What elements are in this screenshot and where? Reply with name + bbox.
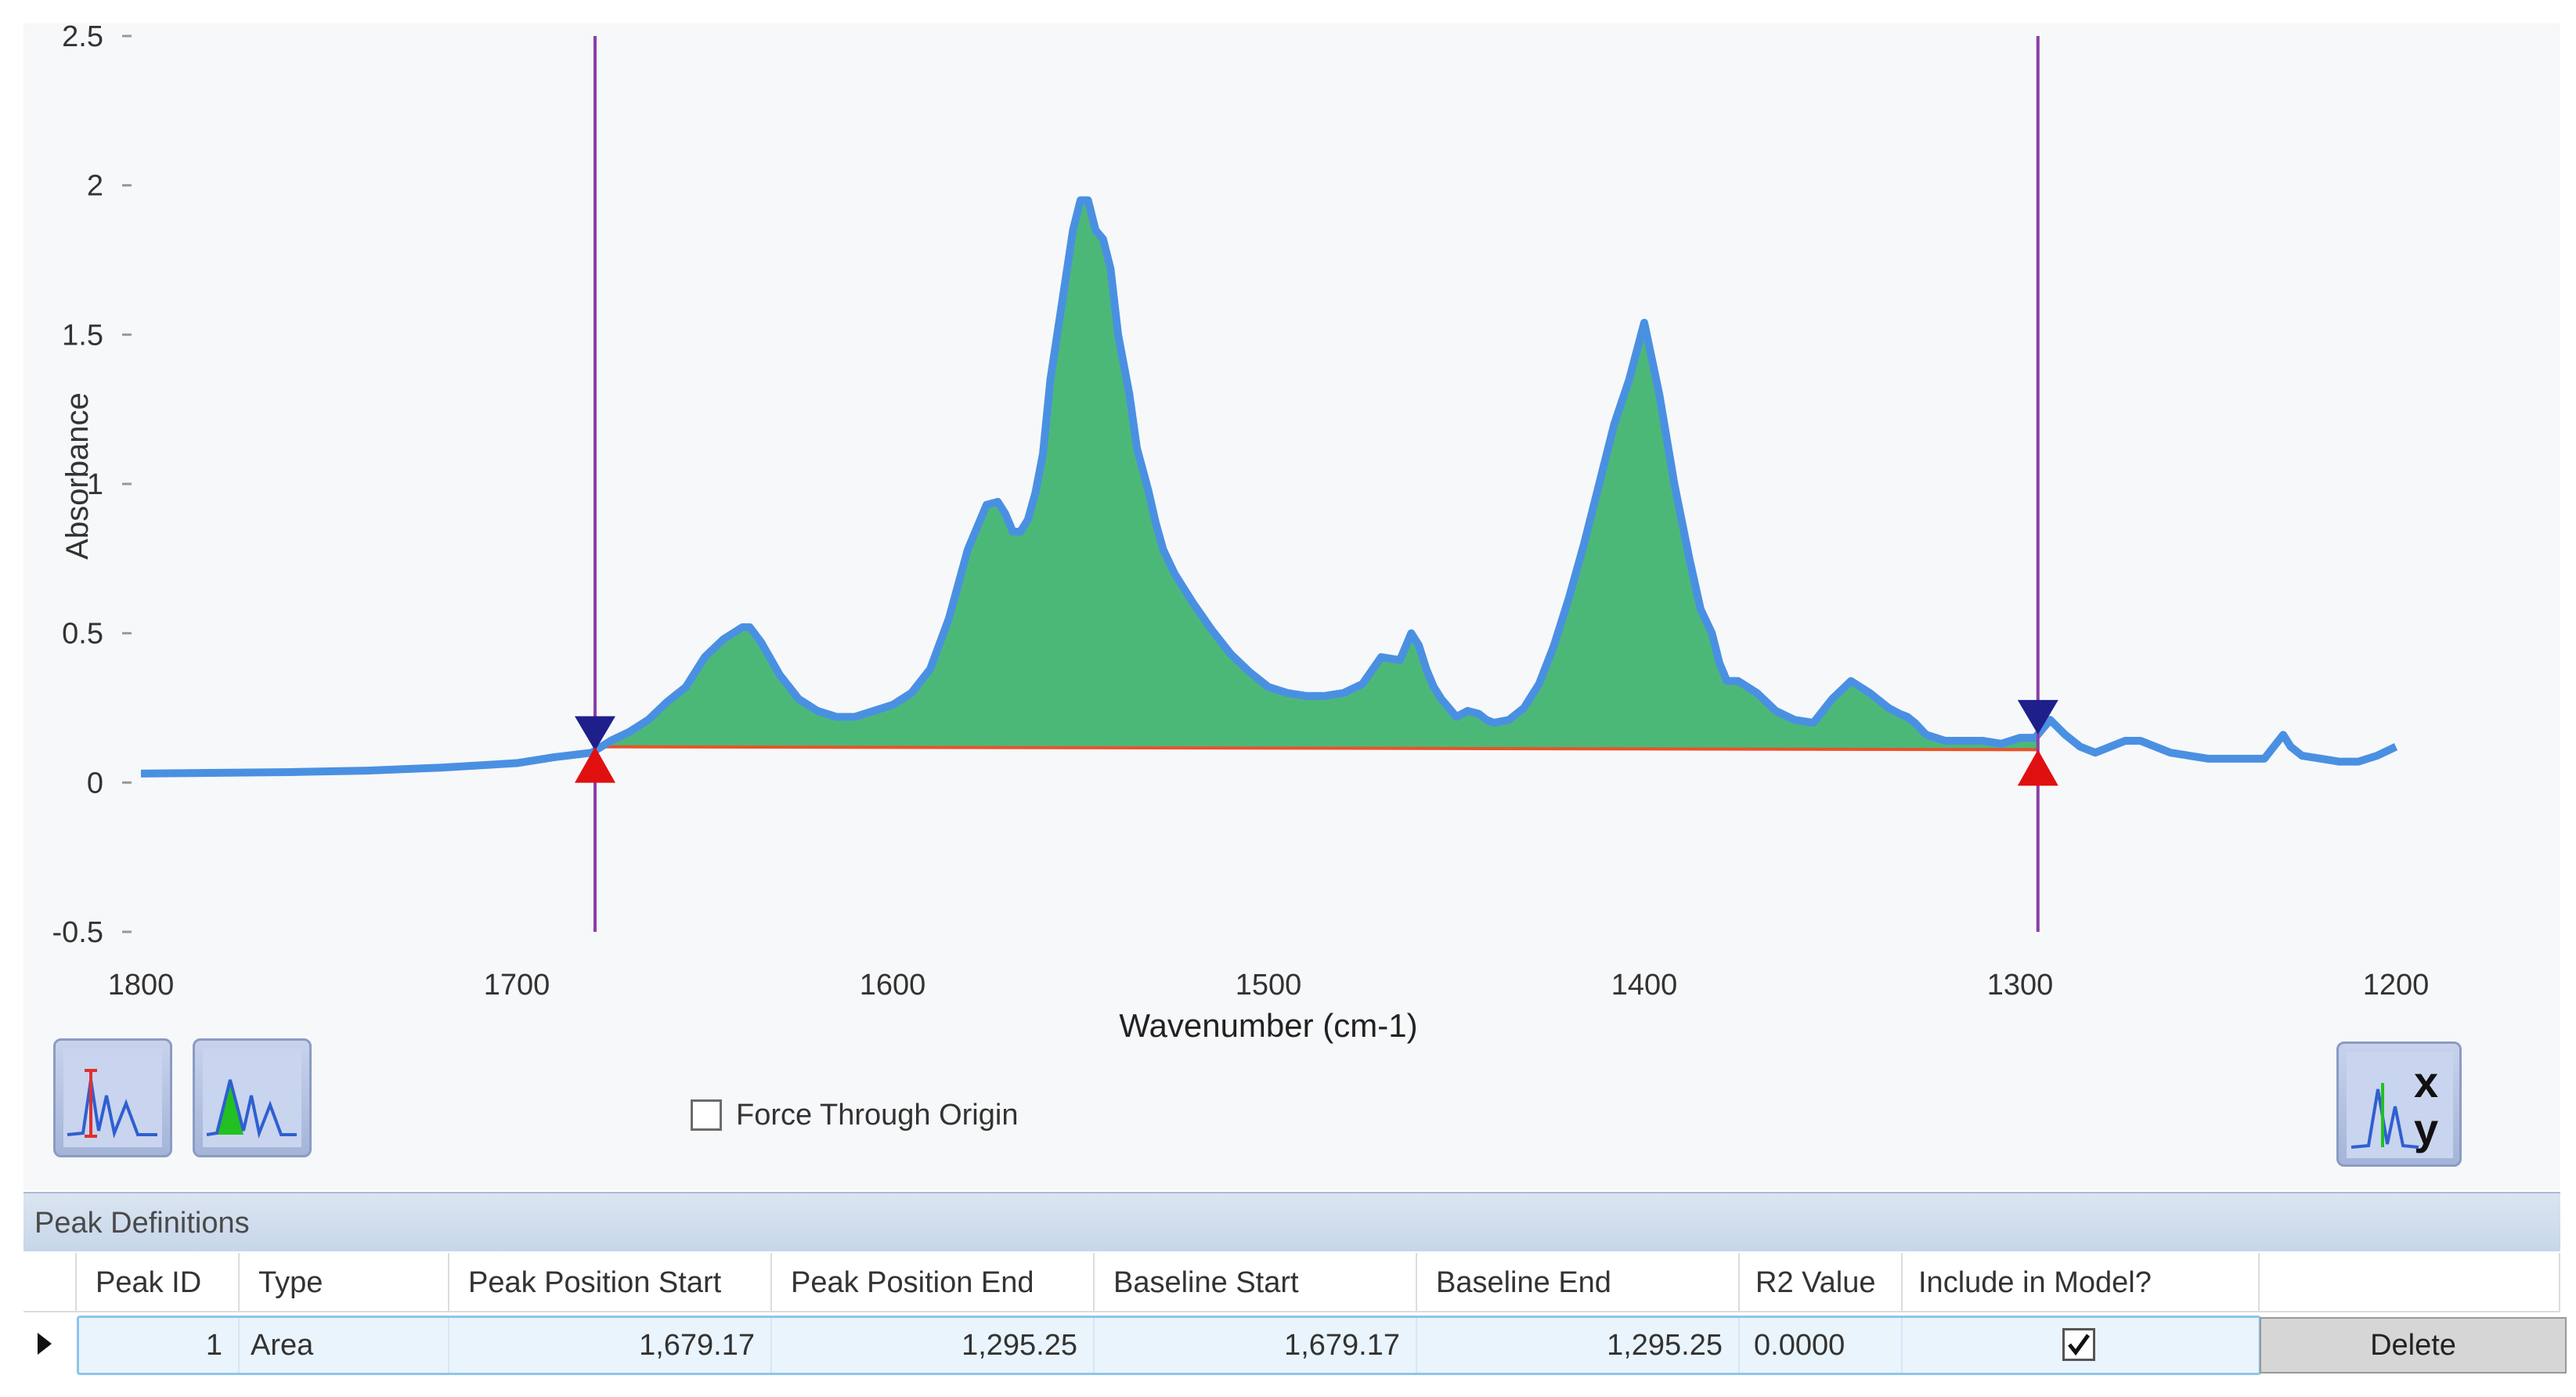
- peak-definitions-title: Peak Definitions: [23, 1192, 2560, 1251]
- y-tick-label: 0.5: [62, 618, 103, 651]
- column-header-r2-value[interactable]: R2 Value: [1740, 1253, 1903, 1312]
- cell-type[interactable]: Area: [240, 1317, 449, 1374]
- column-header-type[interactable]: Type: [240, 1253, 449, 1312]
- region-end-curve-marker[interactable]: [2017, 699, 2058, 735]
- x-tick-label: 1800: [108, 969, 175, 1002]
- cell-baseline-end[interactable]: 1,295.25: [1417, 1317, 1740, 1374]
- y-axis-label: Absorbance: [60, 392, 95, 559]
- column-header-peak-id[interactable]: Peak ID: [77, 1253, 240, 1312]
- checkmark-icon: [2068, 1334, 2091, 1356]
- spectrum-series-line: [140, 196, 2398, 778]
- y-tick-label: -0.5: [52, 916, 103, 949]
- current-row-indicator-icon: [38, 1333, 52, 1355]
- delete-button[interactable]: Delete: [2260, 1317, 2567, 1374]
- cell-peak-id[interactable]: 1: [77, 1317, 240, 1374]
- x-tick-label: 1700: [484, 969, 550, 1002]
- region-start-baseline-marker[interactable]: [574, 746, 615, 783]
- force-through-origin-checkbox[interactable]: Force Through Origin: [691, 1098, 1018, 1132]
- row-header-column: [23, 1253, 77, 1312]
- spectrum-chart[interactable]: 2.5 2 1.5 1 0.5 0 -0.5 Absorbance 1800 1700 1600 15…: [23, 23, 2560, 1190]
- cell-peak-position-start[interactable]: 1,679.17: [449, 1317, 772, 1374]
- column-header-baseline-start[interactable]: Baseline Start: [1095, 1253, 1417, 1312]
- peak-area-tool-button[interactable]: [193, 1038, 312, 1157]
- x-axis-label: Wavenumber (cm-1): [1119, 1007, 1417, 1044]
- x-tick-label: 1500: [1236, 969, 1302, 1002]
- peak-area-fill: [594, 200, 2038, 751]
- force-through-origin-label: Force Through Origin: [736, 1098, 1019, 1132]
- y-tick-label: 0: [87, 767, 103, 800]
- peak-definitions-panel: Peak Definitions Peak ID Type Peak Posit…: [23, 1192, 2567, 1397]
- column-header-actions: [2260, 1253, 2560, 1312]
- cell-r2-value[interactable]: 0.0000: [1740, 1317, 1903, 1374]
- x-tick-label: 1200: [2363, 969, 2430, 1002]
- y-tick-label: 2: [87, 170, 103, 203]
- x-tick-label: 1300: [1987, 969, 2054, 1002]
- region-end-baseline-marker[interactable]: [2017, 749, 2058, 786]
- column-header-peak-position-end[interactable]: Peak Position End: [772, 1253, 1095, 1312]
- region-start-curve-marker[interactable]: [574, 716, 615, 751]
- y-tick-label: 1.5: [62, 319, 103, 352]
- include-in-model-checkbox[interactable]: [2062, 1328, 2095, 1361]
- svg-text:x: x: [2414, 1057, 2438, 1106]
- xy-data-icon: x y: [2347, 1052, 2453, 1158]
- y-tick-label: 2.5: [62, 23, 103, 53]
- baseline-series: [594, 745, 2038, 752]
- peak-height-icon: [63, 1049, 162, 1147]
- x-tick-label: 1400: [1611, 969, 1678, 1002]
- spectrum-chart-panel: 2.5 2 1.5 1 0.5 0 -0.5 Absorbance 1800 1700 1600 15…: [23, 23, 2560, 1190]
- y-tick-label: 1: [87, 468, 103, 501]
- column-header-include-in-model[interactable]: Include in Model?: [1903, 1253, 2260, 1312]
- checkbox-box[interactable]: [691, 1099, 722, 1131]
- x-tick-label: 1600: [860, 969, 926, 1002]
- cell-peak-position-end[interactable]: 1,295.25: [772, 1317, 1095, 1374]
- column-header-baseline-end[interactable]: Baseline End: [1417, 1253, 1740, 1312]
- peak-area-icon: [203, 1049, 301, 1147]
- cell-baseline-start[interactable]: 1,679.17: [1095, 1317, 1417, 1374]
- svg-text:y: y: [2414, 1104, 2438, 1153]
- column-header-peak-position-start[interactable]: Peak Position Start: [449, 1253, 772, 1312]
- peak-height-tool-button[interactable]: [53, 1038, 172, 1157]
- xy-data-tool-button[interactable]: x y: [2336, 1041, 2462, 1167]
